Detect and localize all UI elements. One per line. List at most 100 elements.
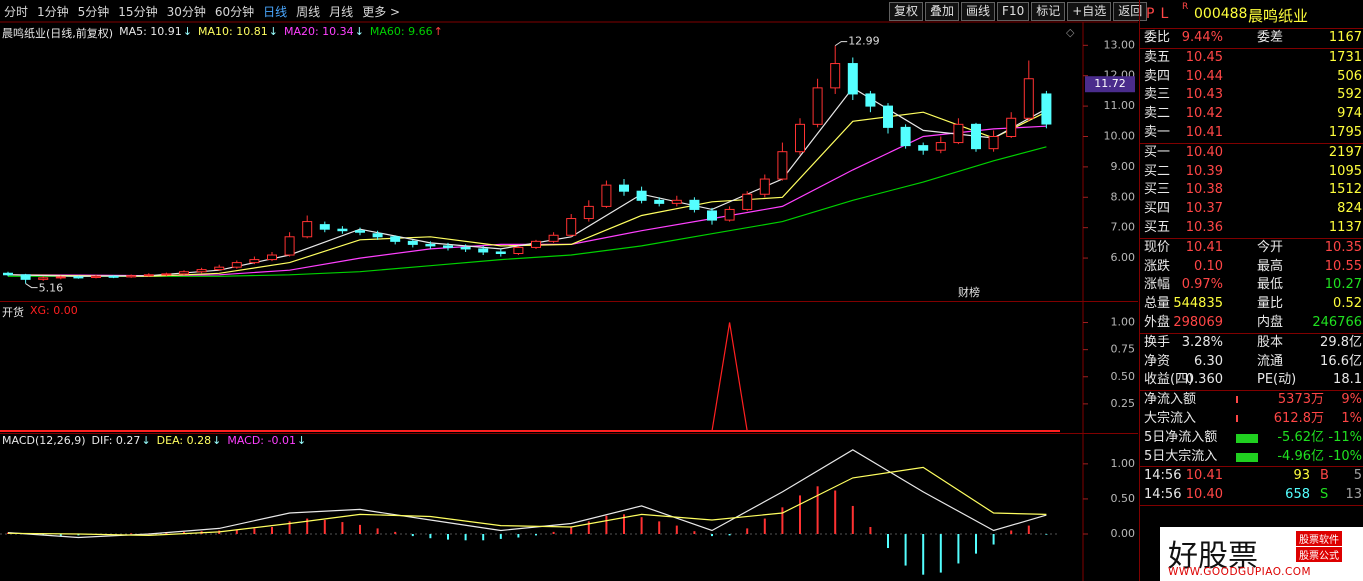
quote-label: 净流入额 [1144, 392, 1197, 408]
chart-title: 晨鸣纸业(日线,前复权) [2, 27, 114, 40]
quote-value: 最低 [1257, 277, 1284, 293]
watermark: 好股票 股票软件 股票公式 WWW.GOODGUPIAO.COM [1160, 527, 1363, 581]
quote-row: 14:56 10.41 93 B 5 [1140, 467, 1363, 486]
y-tick-label: 0.00 [1111, 527, 1136, 540]
candle-body [231, 262, 242, 268]
tool-button[interactable]: 标记 [1031, 2, 1066, 21]
quote-value: 内盘 [1257, 314, 1284, 330]
y-tick-label: 7.00 [1111, 221, 1136, 234]
candle-body [1006, 117, 1017, 137]
legend-entry: MA60: 9.66 [369, 25, 433, 38]
quote-row: 买二 10.39 1095 [1140, 163, 1363, 182]
candle-body [179, 271, 189, 275]
tool-button[interactable]: 复权 [889, 2, 924, 21]
quote-row: 买三 10.38 1512 [1140, 181, 1363, 200]
high-pointer [834, 41, 848, 47]
tool-button[interactable]: 画线 [961, 2, 996, 21]
period-tab[interactable]: 1分钟 [37, 4, 69, 19]
tool-button[interactable]: 叠加 [925, 2, 960, 21]
candle-body [390, 236, 401, 242]
indicator-line [7, 125, 1047, 277]
quote-label: 5日净流入额 [1144, 429, 1218, 445]
period-tab[interactable]: 60分钟 [214, 4, 255, 19]
candle-body [830, 63, 841, 89]
quote-value: 29.8亿 [1320, 334, 1362, 350]
y-tick-label: 0.75 [1111, 343, 1136, 356]
quote-row: 收益(四) 0.360 PE(动) 18.1 [1140, 371, 1363, 390]
quote-value: -11% [1328, 429, 1362, 445]
y-tick-label: 10.00 [1104, 129, 1136, 142]
period-tab[interactable]: 更多 > [362, 4, 401, 19]
indicator-line [7, 449, 1047, 539]
legend-entry: DIF: 0.27 [91, 434, 141, 447]
legend-arrow: ↓ [182, 25, 193, 38]
quote-label: 涨跌 [1144, 258, 1171, 274]
y-tick-label: 0.25 [1111, 397, 1136, 410]
candle-body [355, 230, 365, 233]
candle-body [161, 273, 172, 276]
quote-value: 10.27 [1324, 277, 1362, 293]
candle-body [372, 233, 383, 238]
quote-value: -5.62亿 [1277, 429, 1324, 445]
quote-value: 10.40 [1185, 487, 1223, 503]
quote-row: 卖五 10.45 1731 [1140, 49, 1363, 68]
candle-body [847, 63, 858, 95]
tool-button[interactable]: F10 [997, 2, 1030, 21]
quote-value: 1137 [1328, 219, 1362, 235]
quote-value: 1% [1341, 410, 1362, 426]
candle-body [566, 218, 577, 236]
quote-value: 93 [1293, 468, 1310, 484]
quote-label: 换手 [1144, 334, 1171, 350]
tag: P [1146, 6, 1155, 22]
quote-value: 10.38 [1185, 182, 1223, 198]
period-tab[interactable]: 15分钟 [118, 4, 158, 19]
quote-label: 卖四 [1144, 68, 1171, 84]
tool-button[interactable]: 返回 [1113, 2, 1148, 21]
candle-body [531, 240, 541, 248]
quote-value: 6.30 [1194, 353, 1223, 369]
y-tick-label: 0.50 [1111, 492, 1136, 505]
quote-label: 总量 [1144, 296, 1171, 312]
quote-row: 大宗流入 612.8万 1% [1140, 410, 1363, 429]
high-label: 12.99 [848, 35, 880, 48]
y-tick-label: 6.00 [1111, 251, 1136, 264]
quote-value: 委差 [1257, 30, 1284, 45]
tool-button[interactable]: +自选 [1067, 2, 1112, 21]
price-tag [1085, 76, 1135, 93]
quote-section: 净流入额 5373万 9% 大宗流入 612.8万 1% 5日净流入额 -5.62亿 -11% 5… [1140, 391, 1363, 468]
quote-row: 换手 3.28% 股本 29.8亿 [1140, 334, 1363, 353]
quote-row: 净资 6.30 流通 16.6亿 [1140, 353, 1363, 372]
period-tab[interactable]: 30分钟 [166, 4, 206, 19]
quote-value: 1095 [1328, 163, 1362, 179]
legend-entry: DEA: 0.28 [156, 434, 212, 447]
panel-label: MACD(12,26,9) [2, 434, 86, 447]
quote-label: 收益(四) [1144, 372, 1194, 388]
candle-body [513, 246, 524, 255]
candle-body [988, 135, 999, 150]
period-tab[interactable]: 5分钟 [77, 4, 110, 19]
quote-value: 592 [1337, 87, 1362, 103]
period-tab[interactable]: 分时 [4, 4, 29, 19]
candle-body [953, 123, 964, 144]
quote-row: 5日大宗流入 -4.96亿 -10% [1140, 448, 1363, 467]
watermark-url: WWW.GOODGUPIAO.COM [1168, 566, 1312, 578]
candle-body [284, 236, 295, 256]
period-toolbar: 分时 1分钟 5分钟 15分钟 30分钟 60分钟 日线 周线 月线 更多 > [0, 0, 400, 22]
quote-section: 14:56 10.41 93 B 5 14:56 10.40 658 S 13 [1140, 467, 1363, 506]
candle-body [759, 178, 770, 195]
period-tab[interactable]: 月线 [329, 4, 354, 19]
quote-label: 5日大宗流入 [1144, 448, 1218, 464]
quote-body: 委比 9.44% 委差 1167 卖五 10.45 1731 卖四 10.44 506 卖三 10.4… [1140, 29, 1363, 506]
period-tab[interactable]: 日线 [263, 4, 288, 19]
quote-row: 14:56 10.40 658 S 13 [1140, 486, 1363, 505]
quote-row: 净流入额 5373万 9% [1140, 391, 1363, 410]
period-tab[interactable]: 周线 [296, 4, 321, 19]
quote-value: 16.6亿 [1320, 353, 1362, 369]
quote-row: 外盘 298069 内盘 246766 [1140, 314, 1363, 333]
quote-row: 卖四 10.44 506 [1140, 68, 1363, 87]
quote-value: 股本 [1257, 334, 1284, 350]
stock-name: 晨鸣纸业 [1248, 7, 1309, 25]
quote-label: 委比 [1144, 30, 1171, 45]
